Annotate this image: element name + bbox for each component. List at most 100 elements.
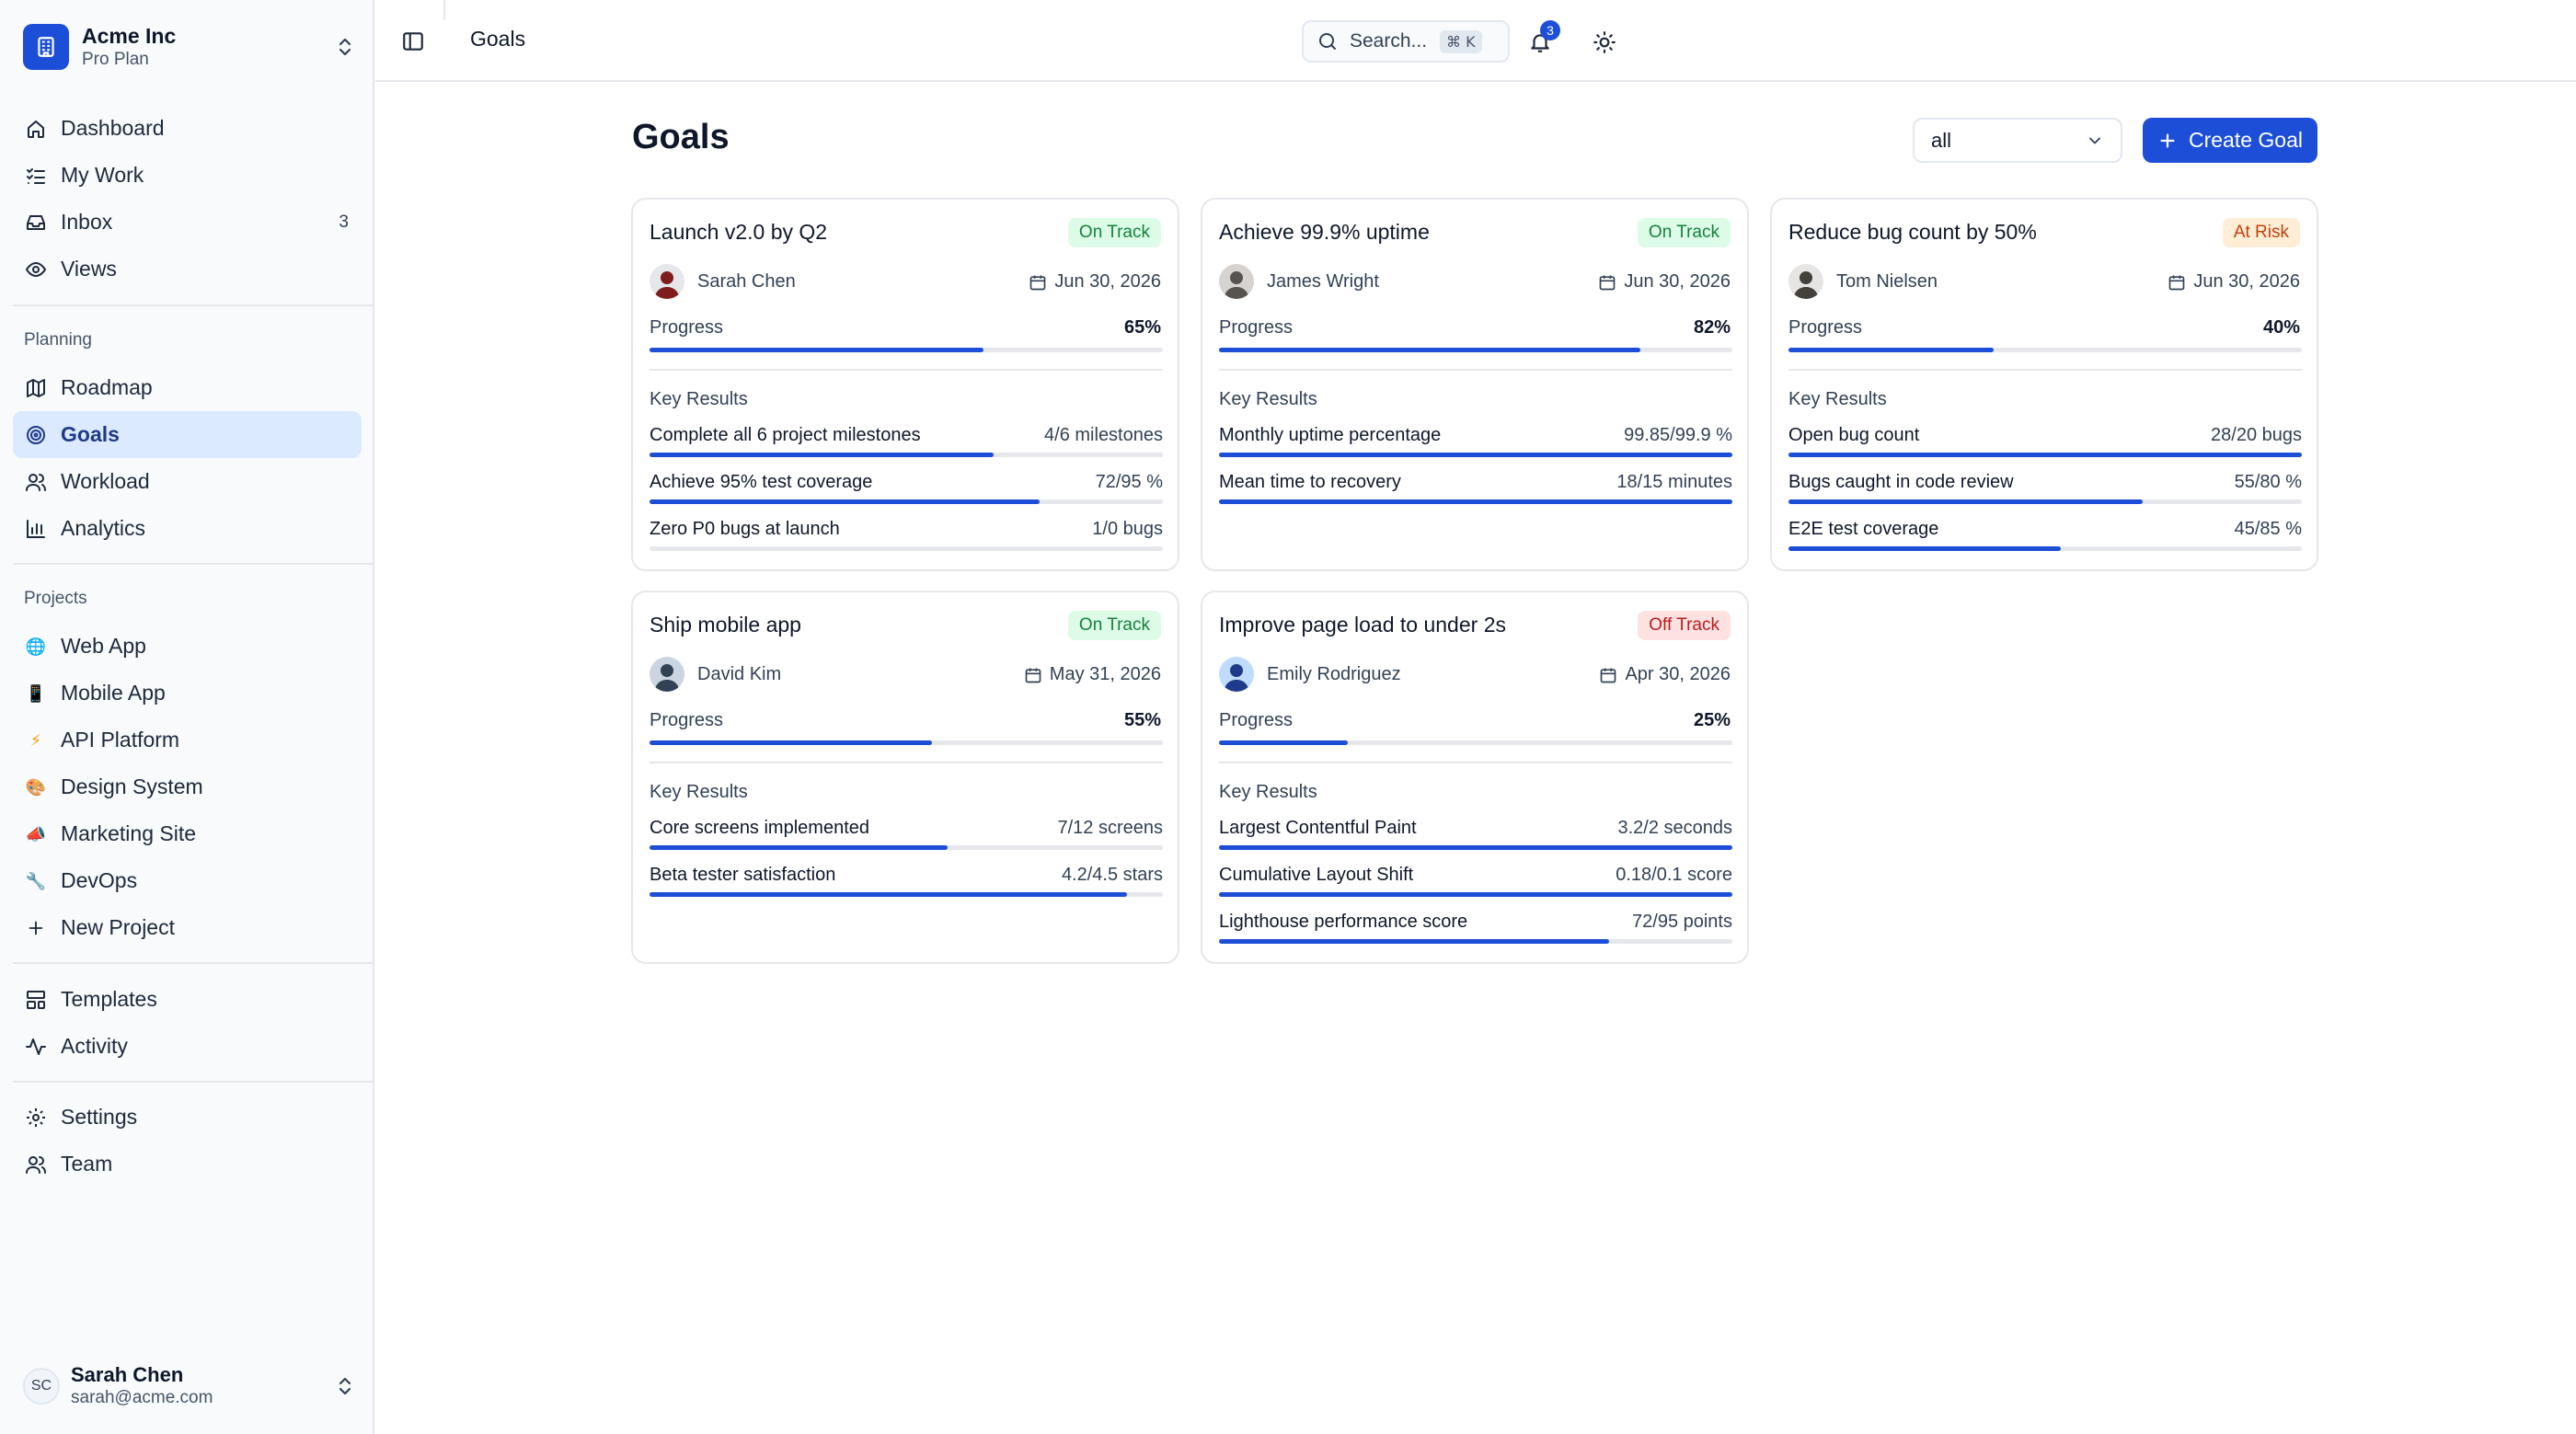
key-result-name: Monthly uptime percentage	[1219, 425, 1442, 445]
goal-owner: David Kim	[650, 657, 781, 692]
goal-title: Reduce bug count by 50%	[1788, 220, 2037, 244]
nav-settings: Settings Team	[13, 1094, 362, 1187]
avatar	[650, 657, 684, 692]
chevron-up-down-icon	[334, 1373, 356, 1399]
sidebar-item-templates[interactable]: Templates	[13, 976, 362, 1023]
key-result-bar	[1219, 939, 1732, 944]
sidebar-item-new-project[interactable]: New Project	[13, 904, 362, 951]
sidebar-item-workload[interactable]: Workload	[13, 458, 362, 505]
org-switcher[interactable]: Acme Inc Pro Plan	[23, 22, 356, 72]
key-result-name: Largest Contentful Paint	[1219, 818, 1417, 838]
sidebar-item-inbox[interactable]: Inbox 3	[13, 199, 362, 246]
chevron-down-icon	[2086, 132, 2104, 150]
nav-misc: Templates Activity	[13, 976, 362, 1070]
key-result-bar	[650, 453, 1163, 457]
key-result-name: Lighthouse performance score	[1219, 912, 1468, 932]
filter-value: all	[1931, 128, 1952, 152]
status-badge: On Track	[1067, 611, 1161, 640]
sidebar-item-dashboard[interactable]: Dashboard	[13, 105, 362, 152]
sidebar-toggle-icon[interactable]	[399, 28, 427, 55]
search-input[interactable]: Search... ⌘ K	[1302, 20, 1510, 63]
users-icon	[24, 470, 48, 494]
sidebar-item-label: Roadmap	[61, 375, 153, 399]
due-date: Apr 30, 2026	[1599, 664, 1731, 685]
key-result-bar-fill	[650, 892, 1127, 897]
divider	[1788, 369, 2302, 371]
top-bar: Goals Search... ⌘ K 3	[375, 0, 2576, 82]
goal-card[interactable]: Reduce bug count by 50% At Risk Tom Niel…	[1770, 198, 2318, 571]
goal-card[interactable]: Ship mobile app On Track David Kim May 3…	[631, 591, 1179, 964]
status-filter-select[interactable]: all	[1913, 118, 2122, 163]
sidebar-item-devops[interactable]: 🔧 DevOps	[13, 857, 362, 904]
key-result-name: E2E test coverage	[1788, 519, 1939, 539]
goal-card[interactable]: Launch v2.0 by Q2 On Track Sarah Chen Ju…	[631, 198, 1179, 571]
key-result-bar-fill	[650, 499, 1041, 504]
lightning-emoji-icon: ⚡	[29, 730, 42, 750]
progress-value: 65%	[1123, 317, 1161, 338]
key-result: Open bug count 28/20 bugs	[1788, 425, 2302, 465]
goal-card[interactable]: Achieve 99.9% uptime On Track James Wrig…	[1201, 198, 1749, 571]
key-result-name: Bugs caught in code review	[1788, 472, 2014, 492]
sidebar-item-team[interactable]: Team	[13, 1141, 362, 1187]
status-badge: On Track	[1067, 218, 1161, 247]
divider	[13, 563, 374, 565]
key-result-bar	[1219, 453, 1732, 457]
progress-label: Progress	[1219, 710, 1294, 730]
sidebar-item-design-system[interactable]: 🎨 Design System	[13, 763, 362, 810]
sidebar-item-marketing-site[interactable]: 📣 Marketing Site	[13, 810, 362, 857]
sidebar-item-analytics[interactable]: Analytics	[13, 505, 362, 552]
key-result: Mean time to recovery 18/15 minutes	[1219, 472, 1732, 512]
section-label-planning: Planning	[24, 330, 92, 350]
key-result: Cumulative Layout Shift 0.18/0.1 score	[1219, 865, 1732, 905]
goal-owner: Emily Rodriguez	[1219, 657, 1401, 692]
key-result-bar	[650, 499, 1163, 504]
theme-toggle-button[interactable]	[1584, 22, 1625, 63]
avatar	[650, 264, 684, 299]
goal-owner: James Wright	[1219, 264, 1379, 299]
calendar-icon	[1024, 666, 1042, 684]
page-title: Goals	[632, 118, 730, 156]
calendar-icon	[2168, 273, 2186, 292]
sidebar-item-activity[interactable]: Activity	[13, 1023, 362, 1070]
key-result-value: 0.18/0.1 score	[1616, 865, 1732, 885]
sidebar-item-label: Web App	[61, 634, 146, 658]
due-date-text: Jun 30, 2026	[1054, 271, 1161, 292]
sidebar-item-roadmap[interactable]: Roadmap	[13, 364, 362, 411]
key-results-heading: Key Results	[1219, 389, 1317, 409]
goal-card[interactable]: Improve page load to under 2s Off Track …	[1201, 591, 1749, 964]
wrench-emoji-icon: 🔧	[25, 871, 47, 890]
goal-title: Achieve 99.9% uptime	[1219, 220, 1430, 244]
progress-bar-fill	[1219, 740, 1348, 745]
progress-label: Progress	[650, 317, 724, 338]
user-menu[interactable]: SC Sarah Chen sarah@acme.com	[23, 1359, 356, 1414]
create-goal-button[interactable]: Create Goal	[2143, 118, 2317, 163]
nav-project-items: 🌐 Web App 📱 Mobile App ⚡ API Platform 🎨 …	[13, 623, 362, 951]
org-name: Acme Inc	[82, 24, 177, 48]
sidebar-item-mobile-app[interactable]: 📱 Mobile App	[13, 670, 362, 717]
sidebar-item-my-work[interactable]: My Work	[13, 152, 362, 199]
key-results-heading: Key Results	[650, 782, 748, 802]
status-badge: Off Track	[1638, 611, 1731, 640]
nav-projects: Projects	[13, 586, 362, 612]
search-icon	[1317, 30, 1339, 52]
sidebar-item-settings[interactable]: Settings	[13, 1094, 362, 1141]
key-result-value: 55/80 %	[2234, 472, 2302, 492]
due-date-text: May 31, 2026	[1049, 664, 1161, 684]
key-result: E2E test coverage 45/85 %	[1788, 519, 2302, 559]
goal-title: Improve page load to under 2s	[1219, 613, 1506, 637]
sidebar-item-web-app[interactable]: 🌐 Web App	[13, 623, 362, 670]
avatar	[1219, 264, 1254, 299]
key-result-bar-fill	[1219, 892, 1732, 897]
avatar	[1219, 657, 1254, 692]
sidebar-item-api-platform[interactable]: ⚡ API Platform	[13, 717, 362, 763]
key-result-value: 99.85/99.9 %	[1624, 425, 1732, 445]
search-placeholder: Search...	[1350, 30, 1428, 52]
sidebar-item-goals[interactable]: Goals	[13, 411, 362, 458]
notification-count-badge: 3	[1540, 20, 1560, 40]
key-result-name: Beta tester satisfaction	[650, 865, 836, 885]
sidebar-item-views[interactable]: Views	[13, 246, 362, 293]
key-result-value: 4.2/4.5 stars	[1061, 865, 1163, 885]
key-result: Core screens implemented 7/12 screens	[650, 818, 1163, 858]
eye-icon	[24, 258, 48, 281]
notifications-button[interactable]: 3	[1520, 20, 1560, 63]
